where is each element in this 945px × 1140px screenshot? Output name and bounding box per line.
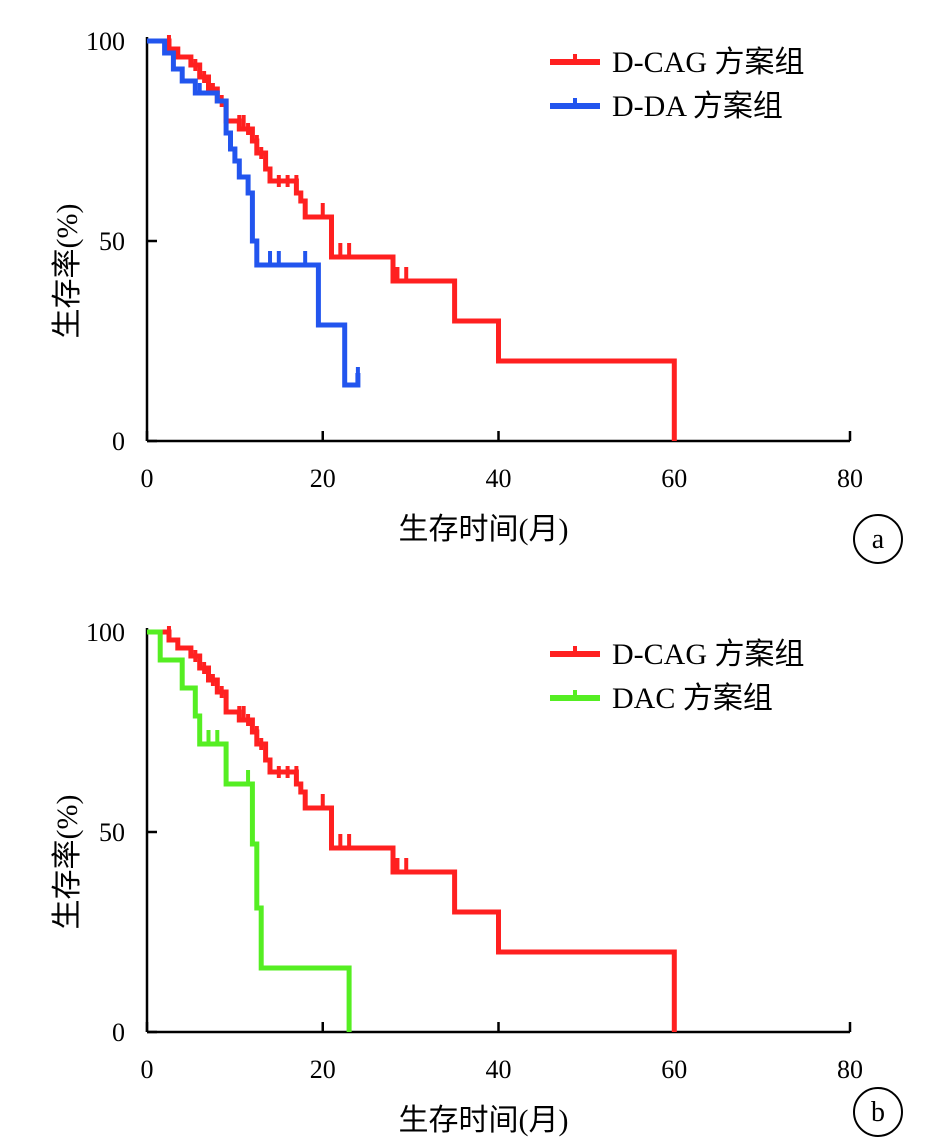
legend-label: D-CAG 方案组 — [612, 638, 805, 671]
chart-panel-a: 0 20 40 60 80 0 50 100 生存时间(月) 生存率(%) D-CAG 方案组 D-D… — [51, 27, 903, 564]
y-tick-label: 50 — [99, 818, 125, 847]
series-line-1 — [147, 629, 677, 1032]
legend-label: D-CAG 方案组 — [612, 46, 805, 79]
y-tick-label: 0 — [112, 427, 125, 456]
y-tick-label: 0 — [112, 1018, 125, 1047]
x-tick-label: 60 — [661, 1055, 687, 1084]
x-tick-label: 0 — [141, 464, 154, 493]
series-line-2 — [147, 38, 361, 388]
x-tick-label: 20 — [310, 464, 336, 493]
x-tick-label: 0 — [141, 1055, 154, 1084]
x-tick-label: 20 — [310, 1055, 336, 1084]
x-tick-label: 40 — [486, 464, 512, 493]
panel-label: a — [872, 524, 885, 555]
x-tick-label: 80 — [837, 1055, 863, 1084]
y-tick-label: 100 — [86, 618, 125, 647]
legend-label: D-DA 方案组 — [612, 90, 783, 123]
x-tick-label: 60 — [661, 464, 687, 493]
panel-label: b — [871, 1097, 885, 1128]
y-axis-label: 生存率(%) — [51, 204, 84, 339]
series-line-2 — [147, 629, 352, 1032]
x-tick-label: 80 — [837, 464, 863, 493]
x-axis-label: 生存时间(月) — [399, 513, 569, 546]
x-tick-label: 40 — [486, 1055, 512, 1084]
chart-panel-b: 0 20 40 60 80 0 50 100 生存时间(月) 生存率(%) D-CAG 方案组 DAC… — [51, 618, 903, 1137]
y-tick-label: 50 — [99, 227, 125, 256]
panel-label-circle — [853, 1087, 903, 1137]
y-tick-label: 100 — [86, 27, 125, 56]
x-axis-label: 生存时间(月) — [399, 1104, 569, 1137]
y-axis-label: 生存率(%) — [51, 795, 84, 930]
legend-label: DAC 方案组 — [612, 682, 773, 715]
panel-label-circle — [853, 514, 903, 564]
